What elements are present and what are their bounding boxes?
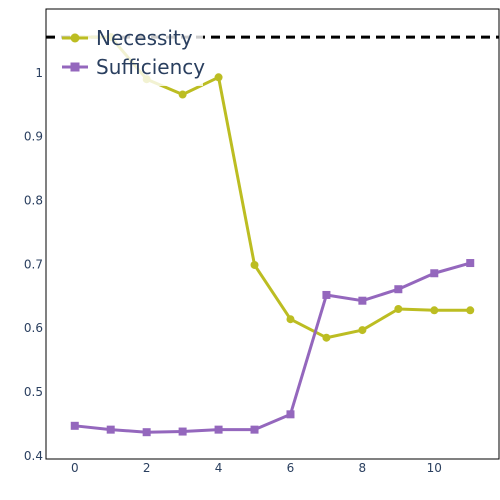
plot-frame	[45, 8, 500, 460]
series-sufficiency	[70, 259, 475, 437]
data-point[interactable]	[178, 427, 187, 436]
data-point[interactable]	[358, 296, 367, 305]
y-tick-label: 1	[35, 66, 43, 80]
y-tick-label: 0.7	[24, 257, 43, 271]
legend-label: Sufficiency	[96, 55, 205, 79]
data-point[interactable]	[106, 425, 115, 434]
data-point[interactable]	[394, 305, 403, 313]
data-point[interactable]	[250, 260, 259, 269]
data-point[interactable]	[250, 425, 259, 434]
series-layer	[70, 33, 475, 437]
data-point[interactable]	[358, 326, 367, 335]
data-point[interactable]	[286, 315, 295, 324]
y-tick-label: 0.8	[24, 193, 43, 207]
data-point[interactable]	[394, 285, 403, 294]
y-tick-label: 0.4	[24, 449, 43, 463]
x-tick-label: 4	[215, 461, 223, 475]
legend-label: Necessity	[96, 26, 193, 50]
y-tick-label: 0.9	[24, 130, 43, 144]
data-point[interactable]	[142, 428, 151, 437]
y-tick-label: 0.6	[24, 321, 43, 335]
legend-marker	[70, 62, 80, 72]
x-tick-label: 6	[287, 461, 295, 475]
legend-background	[58, 24, 203, 86]
y-tick-label: 0.5	[24, 385, 43, 399]
data-point[interactable]	[286, 410, 295, 419]
data-point[interactable]	[214, 73, 223, 82]
data-point[interactable]	[466, 306, 475, 315]
data-point[interactable]	[214, 425, 223, 434]
x-tick-label: 0	[71, 461, 79, 475]
data-point[interactable]	[430, 306, 439, 315]
x-tick-label: 8	[359, 461, 367, 475]
legend-marker	[70, 33, 80, 43]
data-point[interactable]	[430, 269, 439, 278]
x-tick-label: 10	[427, 461, 442, 475]
x-axis-ticks: 0 2 4 6 8 10	[71, 461, 442, 475]
data-point[interactable]	[322, 333, 331, 342]
y-axis-ticks: 0.4 0.5 0.6 0.7 0.8 0.9 1	[24, 66, 43, 463]
data-point[interactable]	[466, 259, 475, 268]
data-point[interactable]	[178, 90, 187, 99]
legend[interactable]: Necessity Sufficiency	[58, 24, 205, 86]
legend-item-necessity[interactable]: Necessity	[62, 26, 193, 50]
data-point[interactable]	[322, 290, 331, 299]
legend-item-sufficiency[interactable]: Sufficiency	[62, 55, 205, 79]
data-point[interactable]	[70, 421, 79, 430]
x-tick-label: 2	[143, 461, 151, 475]
series-line-sufficiency	[74, 261, 471, 434]
